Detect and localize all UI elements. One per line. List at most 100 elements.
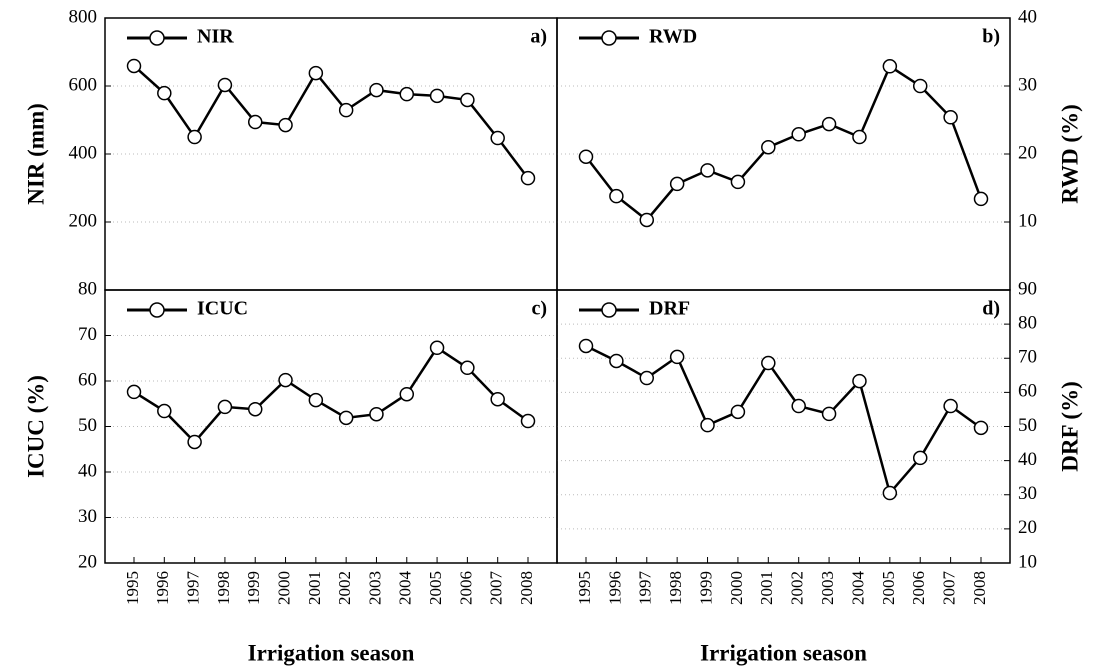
x-tick-label: 2008: [517, 571, 536, 605]
x-tick-label: 2005: [426, 571, 445, 605]
marker: [278, 117, 293, 133]
x-axis-label: Irrigation season: [248, 640, 415, 665]
marker: [791, 398, 806, 414]
y-tick-label: 10: [1018, 210, 1037, 231]
legend-label: ICUC: [197, 298, 248, 320]
marker: [852, 373, 867, 389]
series-line: [585, 344, 982, 496]
marker: [187, 434, 202, 450]
marker: [460, 360, 475, 376]
x-tick-label: 1996: [605, 571, 624, 605]
marker: [369, 406, 384, 422]
panel-label: d): [982, 298, 1000, 320]
x-tick-label: 2004: [396, 571, 415, 606]
marker: [308, 392, 324, 408]
y-tick-label: 20: [1018, 517, 1037, 538]
legend-marker: [601, 302, 617, 318]
x-tick-label: 2000: [274, 571, 293, 605]
y-tick-label: 20: [1018, 142, 1037, 163]
marker: [429, 340, 445, 356]
legend-marker: [149, 30, 165, 46]
marker: [157, 85, 172, 101]
y-tick-label: 20: [78, 551, 97, 572]
panel-label: b): [982, 26, 1000, 48]
marker: [338, 102, 354, 118]
legend-label: DRF: [649, 298, 690, 320]
panel-frame: [556, 17, 1011, 291]
x-tick-label: 2004: [848, 571, 867, 606]
marker: [126, 58, 142, 74]
marker: [338, 410, 354, 426]
y-axis-label: NIR (mm): [23, 103, 48, 205]
y-tick-label: 60: [78, 369, 97, 390]
marker: [247, 114, 263, 130]
x-tick-label: 1995: [123, 571, 142, 605]
marker: [730, 174, 746, 190]
x-tick-label: 1996: [153, 571, 172, 605]
marker: [882, 485, 898, 501]
y-tick-label: 50: [78, 415, 97, 436]
marker: [700, 417, 715, 433]
marker: [490, 391, 505, 407]
x-tick-label: 2003: [365, 571, 384, 605]
marker: [369, 82, 384, 98]
marker: [912, 78, 928, 94]
x-axis-label: Irrigation season: [700, 640, 867, 665]
marker: [520, 413, 536, 429]
marker: [973, 191, 989, 207]
marker: [973, 420, 989, 436]
y-axis-label: ICUC (%): [23, 375, 48, 478]
x-tick-label: 2007: [487, 571, 506, 606]
y-tick-label: 30: [78, 506, 97, 527]
x-tick-label: 1999: [696, 571, 715, 605]
marker: [157, 403, 172, 419]
marker: [669, 349, 685, 365]
y-tick-label: 80: [78, 278, 97, 299]
marker: [520, 170, 536, 186]
x-tick-label: 1995: [575, 571, 594, 605]
marker: [399, 386, 415, 402]
x-tick-label: 2008: [970, 571, 989, 605]
y-tick-label: 50: [1018, 415, 1037, 436]
legend-marker: [601, 30, 617, 46]
marker: [429, 88, 445, 104]
marker: [761, 139, 776, 155]
marker: [852, 129, 867, 145]
x-tick-label: 2001: [305, 571, 324, 605]
marker: [308, 65, 324, 81]
marker: [821, 406, 837, 422]
marker: [639, 370, 655, 386]
panel-frame: [556, 289, 1011, 564]
marker: [730, 404, 746, 420]
x-tick-label: 1997: [636, 571, 655, 606]
x-tick-label: 2002: [788, 571, 807, 605]
marker: [761, 355, 776, 371]
x-tick-label: 1999: [244, 571, 263, 605]
panel-label: a): [530, 26, 547, 48]
legend-label: RWD: [649, 26, 697, 48]
x-tick-label: 2005: [879, 571, 898, 605]
panel-label: c): [531, 298, 547, 320]
marker: [912, 450, 928, 466]
y-tick-label: 70: [1018, 347, 1037, 368]
marker: [639, 212, 655, 228]
marker: [578, 149, 594, 164]
y-tick-label: 30: [1018, 483, 1037, 504]
x-tick-label: 1998: [214, 571, 233, 605]
y-tick-label: 90: [1018, 278, 1037, 299]
marker: [943, 398, 958, 414]
y-tick-label: 200: [69, 210, 98, 231]
y-tick-label: 70: [78, 324, 97, 345]
marker: [490, 130, 505, 146]
y-tick-label: 30: [1018, 74, 1037, 95]
marker: [609, 353, 624, 369]
y-tick-label: 60: [1018, 381, 1037, 402]
marker: [247, 401, 263, 417]
x-tick-label: 1998: [666, 571, 685, 605]
y-tick-label: 40: [1018, 6, 1037, 27]
y-tick-label: 40: [1018, 449, 1037, 470]
marker: [399, 86, 415, 102]
marker: [882, 59, 898, 74]
x-tick-label: 2000: [727, 571, 746, 605]
